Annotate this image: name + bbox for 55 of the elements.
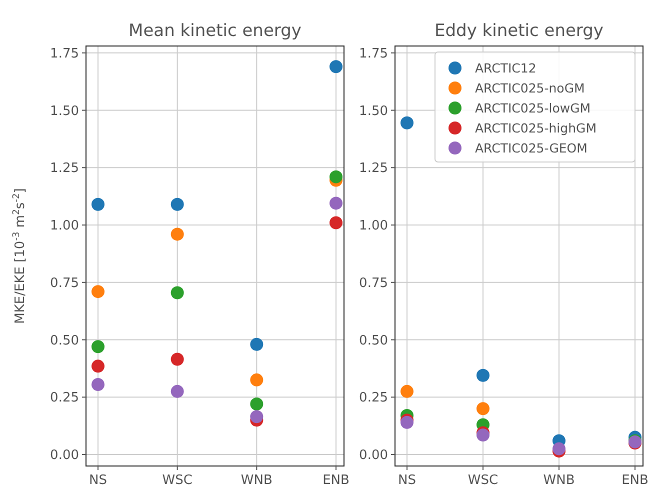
point bbox=[92, 360, 104, 373]
x-tick-label: ENB bbox=[622, 473, 648, 485]
y-tick-label: 0.00 bbox=[50, 448, 79, 464]
y-tick-label: 0.50 bbox=[359, 333, 388, 348]
y-tick-label: 0.75 bbox=[50, 276, 79, 291]
y-tick-label: 0.25 bbox=[359, 390, 388, 406]
point bbox=[170, 384, 184, 398]
point bbox=[400, 116, 414, 130]
y-tick-label: 1.00 bbox=[359, 218, 388, 234]
legend-label: ARCTIC025-highGM bbox=[475, 120, 596, 136]
point bbox=[476, 428, 490, 442]
point bbox=[170, 198, 184, 211]
point bbox=[552, 442, 566, 456]
point bbox=[92, 378, 104, 392]
y-tick-label: 1.75 bbox=[50, 46, 79, 62]
point bbox=[330, 170, 342, 184]
chart-title: Eddy kinetic energy bbox=[434, 21, 604, 41]
point bbox=[92, 198, 104, 211]
point bbox=[476, 402, 490, 416]
y-tick-label: 1.25 bbox=[359, 161, 388, 176]
point bbox=[170, 228, 184, 241]
x-tick-label: ENB bbox=[322, 473, 350, 485]
point bbox=[330, 60, 342, 74]
y-tick-label: 1.50 bbox=[359, 104, 388, 119]
point bbox=[170, 352, 184, 366]
point bbox=[92, 340, 104, 354]
legend-label: ARCTIC025-GEOM bbox=[475, 140, 588, 156]
y-tick-label: 0.50 bbox=[50, 333, 79, 348]
point bbox=[250, 373, 264, 386]
y-tick-label: 1.25 bbox=[50, 161, 79, 176]
y-tick-label: 0.00 bbox=[359, 448, 388, 464]
y-tick-label: 1.50 bbox=[50, 104, 79, 119]
legend-label: ARCTIC12 bbox=[475, 60, 536, 76]
point bbox=[92, 285, 104, 298]
point bbox=[330, 196, 342, 210]
y-tick-label: 0.75 bbox=[359, 276, 388, 291]
legend-label: ARCTIC025-lowGM bbox=[475, 100, 591, 116]
chart-title: Mean kinetic energy bbox=[128, 21, 302, 41]
point bbox=[170, 286, 184, 300]
x-tick-label: WNB bbox=[240, 473, 272, 485]
point bbox=[250, 338, 264, 351]
point bbox=[476, 368, 490, 382]
x-tick-label: WNB bbox=[543, 473, 575, 485]
y-tick-label: 0.25 bbox=[50, 390, 79, 406]
point bbox=[250, 410, 264, 424]
point bbox=[330, 216, 342, 230]
y-tick-label: 1.75 bbox=[359, 46, 388, 62]
legend-label: ARCTIC025-noGM bbox=[475, 80, 585, 96]
x-tick-label: NS bbox=[89, 473, 107, 485]
x-tick-label: NS bbox=[398, 473, 416, 485]
y-tick-label: 1.00 bbox=[50, 218, 79, 234]
point bbox=[250, 398, 264, 411]
x-tick-label: WSC bbox=[162, 473, 192, 485]
x-tick-label: WSC bbox=[468, 473, 498, 485]
point bbox=[400, 384, 414, 398]
